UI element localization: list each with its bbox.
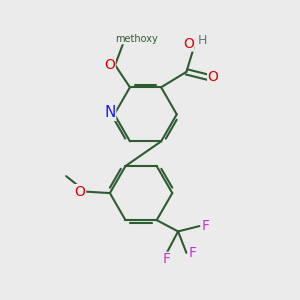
Text: F: F [201,219,209,233]
Text: N: N [104,105,116,120]
Text: F: F [162,252,170,266]
Text: F: F [188,246,196,260]
Text: H: H [197,34,207,47]
Text: methoxy: methoxy [115,34,158,44]
Text: O: O [208,70,219,84]
Text: O: O [183,37,194,51]
Text: O: O [75,184,86,199]
Text: O: O [104,58,115,72]
